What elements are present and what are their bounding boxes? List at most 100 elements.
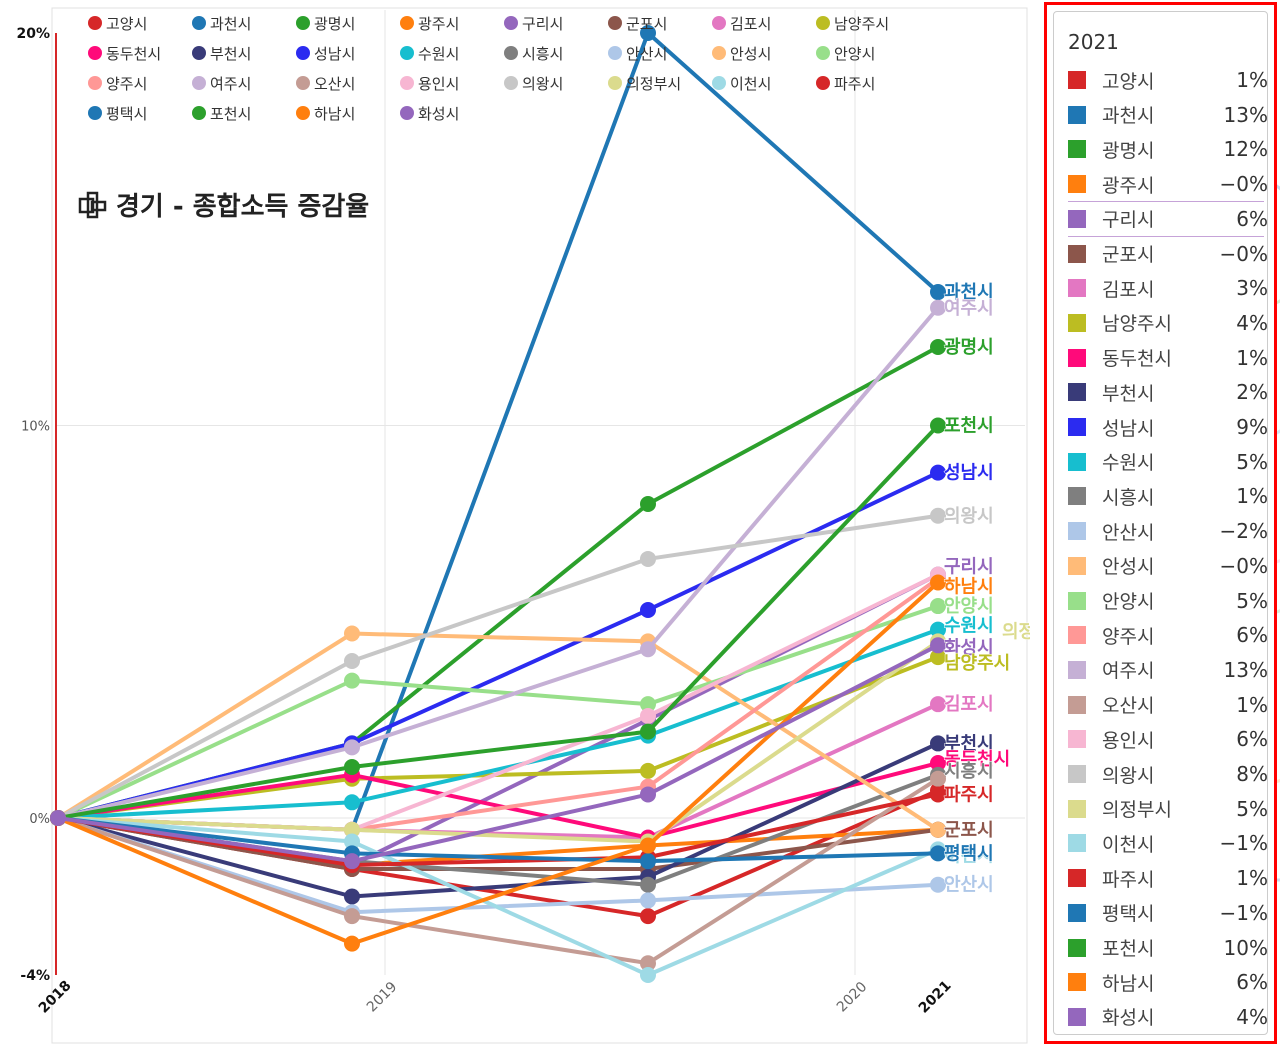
data-point[interactable]: [344, 821, 360, 838]
tooltip-row: 수원시 5%: [1068, 448, 1268, 476]
data-point[interactable]: [640, 762, 656, 779]
data-point[interactable]: [640, 25, 656, 41]
data-point[interactable]: [640, 908, 656, 925]
legend-item[interactable]: 김포시: [712, 12, 816, 34]
legend-item[interactable]: 고양시: [88, 12, 192, 34]
tooltip-name: 포천시: [1102, 938, 1155, 960]
data-point[interactable]: [930, 299, 946, 316]
data-point[interactable]: [640, 601, 656, 618]
tooltip-swatch-icon: [1068, 556, 1086, 575]
legend-item[interactable]: 수원시: [400, 42, 504, 64]
legend-item[interactable]: 의정부시: [608, 72, 712, 94]
data-point[interactable]: [640, 696, 656, 713]
end-label: 남양주시: [944, 653, 1010, 674]
data-point[interactable]: [640, 892, 656, 909]
data-point[interactable]: [930, 621, 946, 638]
legend-label: 고양시: [106, 14, 148, 33]
data-point[interactable]: [50, 810, 66, 826]
data-point[interactable]: [344, 833, 360, 850]
plot-border: [51, 7, 1028, 1044]
data-point[interactable]: [640, 837, 656, 854]
data-point[interactable]: [344, 935, 360, 952]
legend-dot-icon: [504, 46, 518, 60]
y-tick-label: 20%: [16, 26, 50, 42]
data-point[interactable]: [640, 955, 656, 972]
data-point[interactable]: [930, 417, 946, 434]
tooltip-year: 2021: [1068, 30, 1119, 54]
legend-item[interactable]: 포천시: [192, 102, 296, 124]
legend-item[interactable]: 동두천시: [88, 42, 192, 64]
legend-item[interactable]: 용인시: [400, 72, 504, 94]
legend-item[interactable]: 의왕시: [504, 72, 608, 94]
tooltip-swatch-icon: [1068, 660, 1086, 679]
tooltip-card: 2021 고양시 1% 과천시 13% 광명시 12% 광주시 −0% 구리시 6% 군포시 −0% 김…: [1053, 11, 1268, 1035]
legend-label: 동두천시: [106, 44, 162, 63]
data-point[interactable]: [344, 758, 360, 775]
tooltip-name: 이천시: [1102, 833, 1155, 856]
data-point[interactable]: [930, 339, 946, 355]
legend-item[interactable]: 오산시: [296, 72, 400, 94]
tooltip-row: 성남시 9%: [1068, 413, 1268, 441]
legend-label: 남양주시: [834, 14, 890, 33]
data-point[interactable]: [930, 755, 946, 772]
legend-item[interactable]: 광명시: [296, 12, 400, 34]
legend-item[interactable]: 남양주시: [816, 12, 920, 34]
data-point[interactable]: [344, 625, 360, 642]
legend-item[interactable]: 부천시: [192, 42, 296, 64]
data-point[interactable]: [640, 786, 656, 803]
data-point[interactable]: [930, 507, 946, 524]
data-point[interactable]: [344, 888, 360, 905]
data-point[interactable]: [930, 284, 946, 301]
data-point[interactable]: [344, 794, 360, 811]
legend-item[interactable]: 하남시: [296, 102, 400, 124]
data-point[interactable]: [640, 496, 656, 512]
legend-item[interactable]: 군포시: [608, 12, 712, 34]
data-point[interactable]: [640, 876, 656, 893]
data-point[interactable]: [344, 853, 360, 870]
end-label: 포천시: [944, 416, 994, 437]
data-point[interactable]: [640, 707, 656, 724]
series-line-수원시: [57, 627, 939, 820]
data-point[interactable]: [930, 598, 946, 615]
data-point[interactable]: [640, 641, 656, 658]
tooltip-value: 8%: [1236, 762, 1268, 786]
data-point[interactable]: [344, 908, 360, 925]
data-point[interactable]: [640, 723, 656, 740]
legend-label: 포천시: [210, 104, 252, 123]
data-point[interactable]: [930, 845, 946, 862]
data-point[interactable]: [930, 821, 946, 838]
legend-item[interactable]: 안산시: [608, 42, 712, 64]
legend-item[interactable]: 화성시: [400, 102, 504, 124]
data-point[interactable]: [930, 649, 946, 666]
legend-item[interactable]: 과천시: [192, 12, 296, 34]
data-point[interactable]: [930, 574, 946, 591]
tooltip-value: −2%: [1219, 519, 1269, 544]
data-point[interactable]: [930, 876, 946, 893]
data-point[interactable]: [640, 853, 656, 870]
data-point[interactable]: [344, 739, 360, 756]
data-point[interactable]: [640, 967, 656, 983]
data-point[interactable]: [930, 637, 946, 654]
data-point[interactable]: [640, 550, 656, 567]
legend-item[interactable]: 파주시: [816, 72, 920, 94]
data-point[interactable]: [930, 786, 946, 803]
legend-item[interactable]: 구리시: [504, 12, 608, 34]
data-point[interactable]: [930, 696, 946, 713]
legend-item[interactable]: 양주시: [88, 72, 192, 94]
tooltip-swatch-icon: [1068, 313, 1086, 332]
data-point[interactable]: [930, 770, 946, 787]
legend-item[interactable]: 광주시: [400, 12, 504, 34]
legend-item[interactable]: 성남시: [296, 42, 400, 64]
data-point[interactable]: [930, 735, 946, 752]
data-point[interactable]: [930, 464, 946, 481]
legend-item[interactable]: 여주시: [192, 72, 296, 94]
legend-item[interactable]: 평택시: [88, 102, 192, 124]
legend-item[interactable]: 시흥시: [504, 42, 608, 64]
legend-item[interactable]: 안성시: [712, 42, 816, 64]
legend-item[interactable]: 이천시: [712, 72, 816, 94]
tooltip-name: 하남시: [1102, 972, 1155, 995]
legend-item[interactable]: 안양시: [816, 42, 920, 64]
data-point[interactable]: [344, 672, 360, 689]
data-point[interactable]: [344, 653, 360, 669]
